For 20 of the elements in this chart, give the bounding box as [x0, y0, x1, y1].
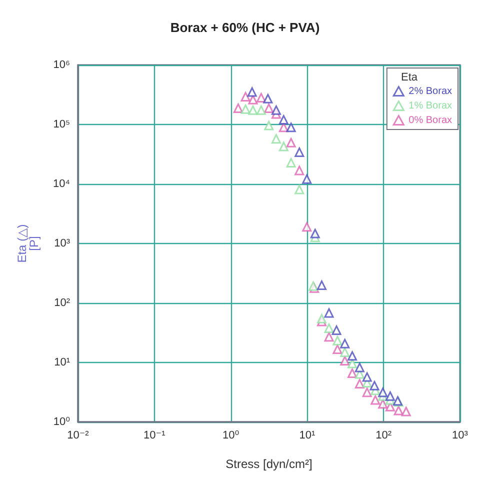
legend-label: 1% Borax [408, 100, 452, 112]
legend-label: 0% Borax [408, 114, 452, 126]
y-tick-label: 10² [54, 297, 70, 309]
y-tick-label: 10⁶ [53, 59, 70, 71]
chart-title: Borax + 60% (HC + PVA) [170, 20, 320, 35]
x-tick-label: 10⁰ [222, 430, 240, 442]
x-tick-label: 10⁻¹ [144, 430, 166, 442]
x-tick-label: 10² [376, 430, 392, 442]
x-axis-title: Stress [dyn/cm²] [226, 457, 312, 471]
y-tick-label: 10⁵ [53, 118, 70, 130]
legend-label: 2% Borax [408, 86, 452, 97]
y-tick-label: 10¹ [54, 356, 70, 368]
y-axis-title: Eta (△) [P] [15, 224, 41, 263]
y-tick-label: 10⁰ [53, 416, 71, 428]
x-tick-label: 10³ [452, 430, 468, 442]
y-tick-label: 10⁴ [53, 178, 70, 190]
legend-title: Eta [401, 72, 418, 84]
x-tick-label: 10¹ [299, 430, 316, 442]
y-tick-label: 10³ [54, 238, 70, 250]
x-tick-label: 10⁻² [67, 430, 90, 442]
